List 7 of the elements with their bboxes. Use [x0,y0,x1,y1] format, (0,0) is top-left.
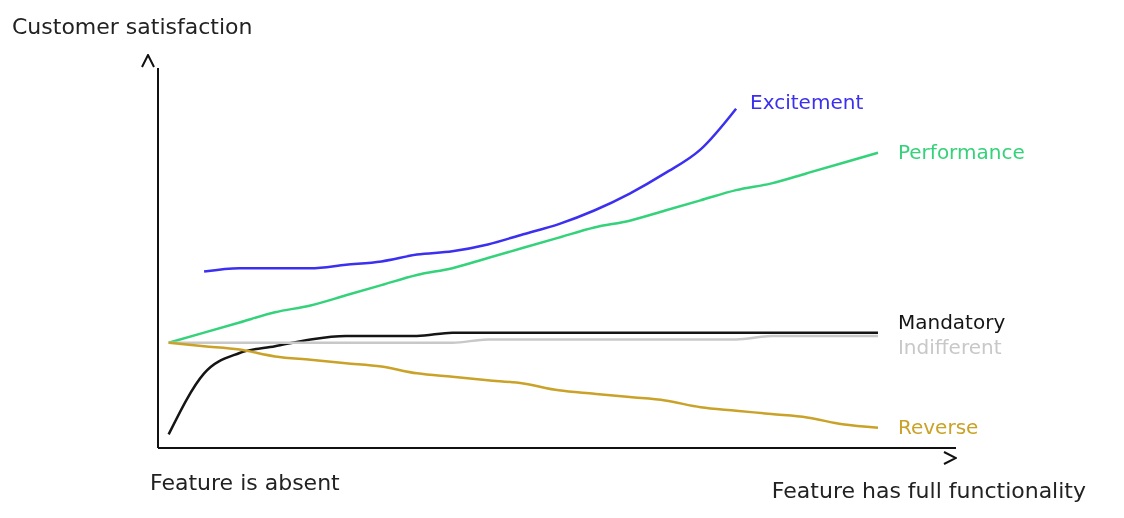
series-label: Mandatory [897,309,1006,334]
x-axis-title: Feature has full functionality [771,478,1086,503]
text: Feature is absent [150,470,340,495]
series-label: Excitement [750,89,864,114]
y-axis-title: Customer satisfaction [12,14,253,39]
series-label: Performance [897,139,1025,164]
series-label: Reverse [897,414,979,439]
